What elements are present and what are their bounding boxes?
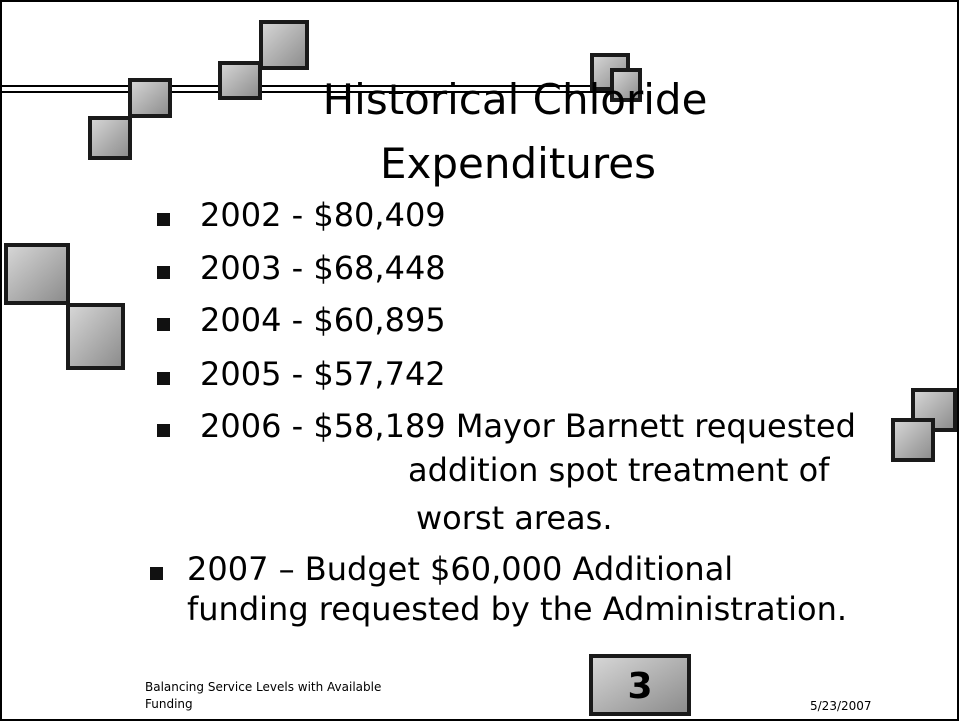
deco-square: [891, 418, 935, 462]
bullet-text: funding requested by the Administration.: [187, 590, 847, 628]
deco-square: [128, 78, 172, 118]
title-line: Historical Chloride: [323, 75, 708, 124]
decorations: [4, 20, 957, 462]
footer-text: Balancing Service Levels with Available: [145, 680, 381, 694]
page-number: 3: [627, 666, 652, 707]
bullet-marker: [157, 266, 170, 279]
deco-square: [610, 68, 642, 102]
bullet-text: 2002 - $80,409: [200, 196, 446, 234]
footer-text: Funding: [145, 697, 193, 711]
page-number-box: [589, 654, 691, 716]
bullet-text: 2006 - $58,189 Mayor Barnett requested: [200, 407, 856, 445]
bullet-text: addition spot treatment of: [408, 451, 830, 489]
title-line: Expenditures: [380, 139, 656, 188]
deco-square: [66, 303, 125, 370]
bullet-marker: [157, 424, 170, 437]
deco-square: [218, 61, 262, 100]
bullet-marker: [157, 318, 170, 331]
bullet-text: 2003 - $68,448: [200, 249, 446, 287]
bullet-text: 2005 - $57,742: [200, 355, 446, 393]
bullet-marker: [157, 372, 170, 385]
bullets: 2002 - $80,409 2003 - $68,448 2004 - $60…: [150, 196, 856, 628]
bullet-text: worst areas.: [416, 499, 613, 537]
deco-square: [88, 116, 132, 160]
date: 5/23/2007: [810, 699, 872, 713]
bullet-text: 2004 - $60,895: [200, 301, 446, 339]
bullet-marker: [150, 567, 163, 580]
bullet-marker: [157, 213, 170, 226]
deco-square: [4, 243, 70, 305]
bullet-text: 2007 – Budget $60,000 Additional: [187, 550, 733, 588]
deco-square: [259, 20, 309, 70]
